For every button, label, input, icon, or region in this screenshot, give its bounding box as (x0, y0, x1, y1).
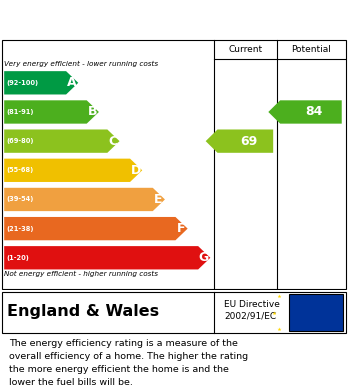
Text: A: A (67, 76, 76, 89)
Polygon shape (4, 188, 165, 211)
Text: B: B (87, 106, 97, 118)
Polygon shape (4, 71, 78, 95)
Bar (289, 294, 343, 332)
Text: (55-68): (55-68) (7, 167, 34, 173)
Text: 69: 69 (240, 135, 258, 148)
Text: (69-80): (69-80) (7, 138, 34, 144)
Text: Very energy efficient - lower running costs: Very energy efficient - lower running co… (4, 61, 158, 67)
Text: C: C (108, 135, 117, 148)
Text: EU Directive
2002/91/EC: EU Directive 2002/91/EC (224, 300, 280, 321)
Polygon shape (4, 129, 120, 153)
Text: E: E (154, 193, 163, 206)
Text: Not energy efficient - higher running costs: Not energy efficient - higher running co… (4, 271, 158, 277)
Text: Potential: Potential (291, 45, 331, 54)
Text: 84: 84 (306, 106, 323, 118)
Polygon shape (268, 100, 342, 124)
Polygon shape (4, 100, 99, 124)
Polygon shape (206, 129, 273, 153)
Text: Current: Current (228, 45, 262, 54)
Text: (1-20): (1-20) (7, 255, 30, 261)
Polygon shape (4, 159, 142, 182)
Text: G: G (198, 251, 209, 264)
Text: (92-100): (92-100) (7, 80, 39, 86)
Text: (21-38): (21-38) (7, 226, 34, 231)
Text: (81-91): (81-91) (7, 109, 34, 115)
Text: (39-54): (39-54) (7, 196, 34, 203)
Text: The energy efficiency rating is a measure of the
overall efficiency of a home. T: The energy efficiency rating is a measur… (9, 339, 248, 387)
Text: England & Wales: England & Wales (7, 304, 159, 319)
Text: Energy Efficiency Rating: Energy Efficiency Rating (9, 11, 230, 27)
Polygon shape (4, 246, 210, 269)
Text: F: F (177, 222, 185, 235)
Polygon shape (4, 217, 188, 240)
Text: D: D (130, 164, 141, 177)
